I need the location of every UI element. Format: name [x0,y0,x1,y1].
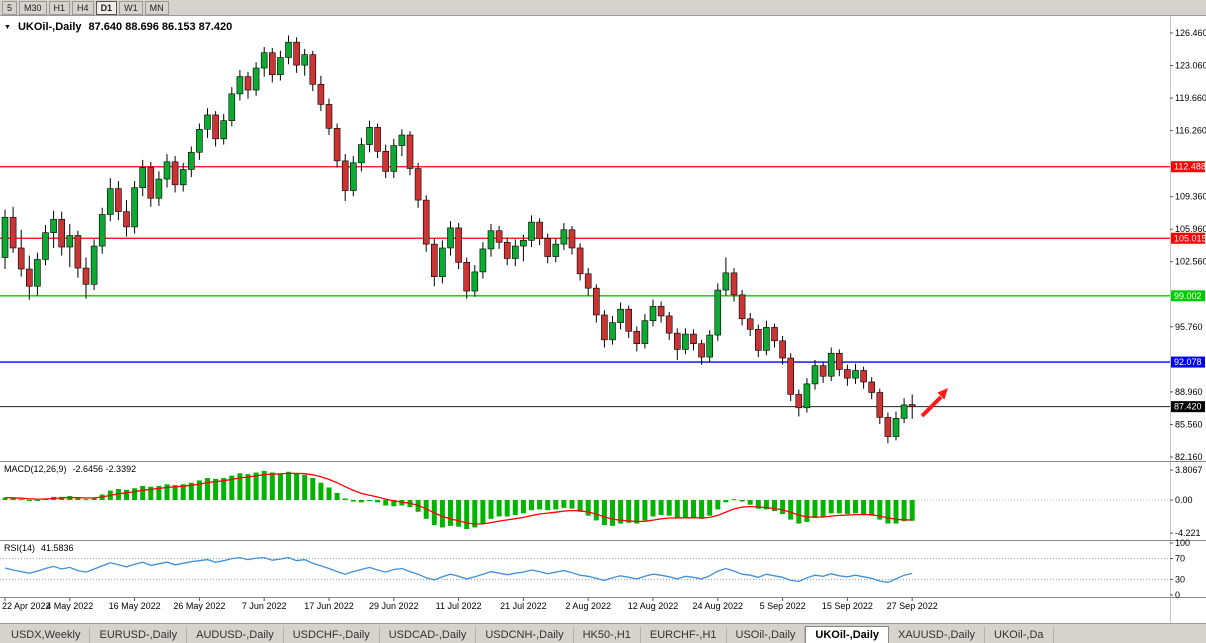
svg-text:7 Jun 2022: 7 Jun 2022 [242,601,287,611]
rsi-layer [0,556,1170,584]
chart-canvas[interactable]: 126.460 123.060 119.660 116.260 109.360 105.9… [0,16,1206,623]
tab-ukoil-daily[interactable]: UKOil-,Daily [805,626,889,643]
svg-text:11 Jul 2022: 11 Jul 2022 [436,601,482,611]
macd-title: MACD(12,26,9) [4,464,67,474]
rsi-title: RSI(14) [4,543,36,553]
chart-ohlc-values: 87.640 88.696 86.153 87.420 [88,21,233,33]
svg-text:29 Jun 2022: 29 Jun 2022 [369,601,419,611]
collapse-chart-icon[interactable]: ▼ [4,23,11,31]
svg-text:17 Jun 2022: 17 Jun 2022 [304,601,354,611]
timeframe-button-MN[interactable]: MN [144,0,169,15]
svg-text:70: 70 [1175,554,1185,564]
svg-text:119.660: 119.660 [1175,93,1206,103]
price-badges: 112.488 105.015 99.002 92.078 87.420 [1171,161,1206,413]
macd-histogram [0,470,1170,530]
svg-text:27 Sep 2022: 27 Sep 2022 [887,601,938,611]
tab-hk50-h1[interactable]: HK50-,H1 [574,627,641,643]
tab-usdx-weekly[interactable]: USDX,Weekly [2,627,91,643]
price-axis-labels: 126.460 123.060 119.660 116.260 109.360 105.9… [1170,28,1206,600]
timeframe-button-H4[interactable]: H4 [72,0,94,15]
tab-ukoil-da[interactable]: UKOil-,Da [985,627,1054,643]
svg-text:4 May 2022: 4 May 2022 [46,601,93,611]
svg-text:82.160: 82.160 [1175,452,1203,462]
svg-text:105.015: 105.015 [1174,233,1206,243]
svg-text:109.360: 109.360 [1175,192,1206,202]
rsi-line [4,556,913,584]
svg-text:12 Aug 2022: 12 Aug 2022 [628,601,679,611]
svg-text:123.060: 123.060 [1175,61,1206,71]
chart-title: ▼ UKOil-,Daily 87.640 88.696 86.153 87.4… [4,21,232,33]
svg-text:116.260: 116.260 [1175,126,1206,136]
chart-svg[interactable]: 126.460 123.060 119.660 116.260 109.360 105.9… [0,16,1206,623]
svg-text:95.760: 95.760 [1175,322,1203,332]
macd-signal-line [4,472,913,525]
svg-text:100: 100 [1175,538,1190,548]
svg-text:24 Aug 2022: 24 Aug 2022 [693,601,744,611]
rsi-value: 41.5836 [41,543,74,553]
timeframe-button-5[interactable]: 5 [2,0,18,15]
svg-text:30: 30 [1175,574,1185,584]
svg-text:22 Apr 2022: 22 Apr 2022 [2,601,51,611]
tab-usoil-daily[interactable]: USOil-,Daily [727,627,806,643]
svg-text:26 May 2022: 26 May 2022 [173,601,225,611]
svg-text:99.002: 99.002 [1174,291,1202,301]
timeframe-button-W1[interactable]: W1 [119,0,143,15]
svg-text:2 Aug 2022: 2 Aug 2022 [565,601,611,611]
svg-text:102.560: 102.560 [1175,257,1206,267]
candles-layer [1,35,916,444]
tab-usdchf-daily[interactable]: USDCHF-,Daily [284,627,380,643]
tab-eurusd-daily[interactable]: EURUSD-,Daily [90,627,188,643]
timeframe-toolbar: 5 M30 H1 H4 D1 W1 MN [0,0,1206,16]
svg-text:-4.221: -4.221 [1175,528,1201,538]
svg-text:0: 0 [1175,590,1180,600]
svg-text:15 Sep 2022: 15 Sep 2022 [822,601,873,611]
svg-text:21 Jul 2022: 21 Jul 2022 [500,601,547,611]
svg-text:92.078: 92.078 [1174,357,1202,367]
svg-text:112.488: 112.488 [1174,162,1206,172]
chart-symbol-label: UKOil-,Daily [17,21,82,33]
tab-audusd-daily[interactable]: AUDUSD-,Daily [187,627,284,643]
timeframe-button-M30[interactable]: M30 [19,0,47,15]
rsi-label: RSI(14) 41.5836 [4,543,74,553]
svg-text:87.420: 87.420 [1174,402,1202,412]
svg-text:105.960: 105.960 [1175,224,1206,234]
timeframe-button-H1[interactable]: H1 [48,0,71,15]
buy-arrow-annotation[interactable] [920,388,948,418]
svg-text:88.960: 88.960 [1175,387,1203,397]
macd-label: MACD(12,26,9) -2.6456 -2.3392 [4,464,136,474]
tab-usdcnh-daily[interactable]: USDCNH-,Daily [476,627,574,643]
horizontal-lines-layer[interactable] [0,166,1170,363]
svg-text:5 Sep 2022: 5 Sep 2022 [760,601,806,611]
tab-eurchf-h1[interactable]: EURCHF-,H1 [641,627,727,643]
macd-values: -2.6456 -2.3392 [72,464,137,474]
timeframe-button-D1[interactable]: D1 [95,0,118,15]
svg-text:0.00: 0.00 [1175,495,1193,505]
svg-text:16 May 2022: 16 May 2022 [109,601,161,611]
tab-usdcad-daily[interactable]: USDCAD-,Daily [380,627,477,643]
svg-text:3.8067: 3.8067 [1175,465,1203,475]
svg-text:85.560: 85.560 [1175,419,1203,429]
svg-text:126.460: 126.460 [1175,28,1206,38]
chart-tabs-bar: USDX,Weekly EURUSD-,Daily AUDUSD-,Daily USD… [0,623,1206,643]
price-axis [1171,16,1206,623]
tab-xauusd-daily[interactable]: XAUUSD-,Daily [889,627,986,643]
